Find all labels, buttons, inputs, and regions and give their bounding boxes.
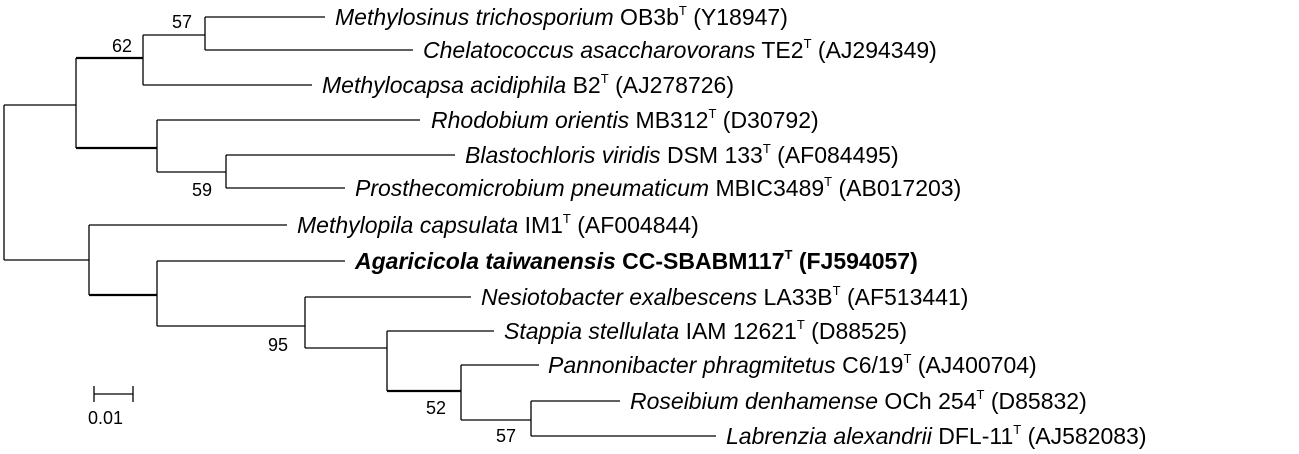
species-name: Labrenzia alexandrii [726, 423, 933, 449]
scale-bar-label: 0.01 [88, 408, 123, 428]
accession-number: (AB017203) [832, 175, 961, 201]
type-strain-superscript: T [977, 387, 985, 402]
taxon-label: Chelatococcus asaccharovorans TE2T (AJ29… [423, 36, 937, 63]
taxon-label: Methylocapsa acidiphila B2T (AJ278726) [322, 71, 734, 98]
strain-name: TE2 [755, 37, 803, 63]
taxon-label: Roseibium denhamense OCh 254T (D85832) [630, 387, 1087, 414]
accession-number: (D30792) [716, 107, 818, 133]
species-name: Blastochloris viridis [465, 142, 661, 168]
species-name: Methylosinus trichosporium [335, 4, 614, 30]
accession-number: (Y18947) [687, 4, 788, 30]
accession-number: (AJ582083) [1021, 423, 1146, 449]
accession-number: (D85832) [984, 388, 1086, 414]
taxon-label: Rhodobium orientis MB312T (D30792) [431, 106, 819, 133]
taxon-label: Nesiotobacter exalbescens LA33BT (AF5134… [481, 283, 968, 310]
strain-name: CC-SBABM117 [616, 248, 785, 274]
strain-name: C6/19 [836, 352, 904, 378]
accession-number: (D88525) [805, 318, 907, 344]
strain-name: IM1 [518, 212, 563, 238]
strain-name: MBIC3489 [709, 175, 824, 201]
strain-name: MB312 [629, 107, 708, 133]
accession-number: (AF004844) [571, 212, 699, 238]
species-name: Methylopila capsulata [297, 212, 518, 238]
taxon-label: Blastochloris viridis DSM 133T (AF084495… [465, 141, 899, 168]
accession-number: (AJ278726) [609, 72, 734, 98]
type-strain-superscript: T [785, 247, 793, 262]
type-strain-superscript: T [601, 71, 609, 86]
taxon-label: Stappia stellulata IAM 12621T (D88525) [504, 317, 907, 344]
species-name: Nesiotobacter exalbescens [481, 284, 758, 310]
species-name: Prosthecomicrobium pneumaticum [355, 175, 709, 201]
species-name: Rhodobium orientis [431, 107, 630, 133]
species-name: Methylocapsa acidiphila [322, 72, 566, 98]
strain-name: OB3b [614, 4, 679, 30]
type-strain-superscript: T [763, 141, 771, 156]
type-strain-superscript: T [563, 211, 571, 226]
strain-name: DFL-11 [932, 423, 1013, 449]
species-name: Stappia stellulata [504, 318, 679, 344]
tree-branches [3, 16, 716, 437]
taxon-label: Prosthecomicrobium pneumaticum MBIC3489T… [355, 174, 961, 201]
type-strain-superscript: T [1013, 422, 1021, 437]
strain-name: OCh 254 [878, 388, 977, 414]
strain-name: IAM 12621 [679, 318, 797, 344]
strain-name: DSM 133 [661, 142, 763, 168]
accession-number: (AJ400704) [911, 352, 1036, 378]
species-name: Pannonibacter phragmitetus [548, 352, 836, 378]
bootstrap-value: 95 [268, 335, 288, 355]
accession-number: (AF084495) [771, 142, 899, 168]
accession-number: (AJ294349) [812, 37, 937, 63]
type-strain-superscript: T [833, 283, 841, 298]
bootstrap-value: 57 [172, 12, 192, 32]
type-strain-superscript: T [708, 106, 716, 121]
type-strain-superscript: T [804, 36, 812, 51]
taxon-label: Pannonibacter phragmitetus C6/19T (AJ400… [548, 351, 1037, 378]
strain-name: LA33B [757, 284, 832, 310]
species-name: Roseibium denhamense [630, 388, 878, 414]
bootstrap-values: 57 62 59 95 52 57 [112, 12, 516, 446]
taxon-labels: Methylosinus trichosporium OB3bT (Y18947… [297, 3, 1147, 449]
taxon-label: Agaricicola taiwanensis CC-SBABM117T (FJ… [354, 247, 918, 274]
bootstrap-value: 57 [496, 426, 516, 446]
accession-number: (AF513441) [841, 284, 969, 310]
taxon-label: Methylosinus trichosporium OB3bT (Y18947… [335, 3, 788, 30]
species-name: Chelatococcus asaccharovorans [423, 37, 756, 63]
type-strain-superscript: T [679, 3, 687, 18]
accession-number: (FJ594057) [792, 248, 917, 274]
type-strain-superscript: T [903, 351, 911, 366]
scale-bar: 0.01 [88, 386, 134, 428]
type-strain-superscript: T [797, 317, 805, 332]
type-strain-superscript: T [824, 174, 832, 189]
taxon-label: Methylopila capsulata IM1T (AF004844) [297, 211, 699, 238]
taxon-label: Labrenzia alexandrii DFL-11T (AJ582083) [726, 422, 1147, 449]
bootstrap-value: 52 [426, 398, 446, 418]
bootstrap-value: 59 [192, 180, 212, 200]
bootstrap-value: 62 [112, 36, 132, 56]
strain-name: B2 [566, 72, 601, 98]
species-name: Agaricicola taiwanensis [354, 248, 616, 274]
